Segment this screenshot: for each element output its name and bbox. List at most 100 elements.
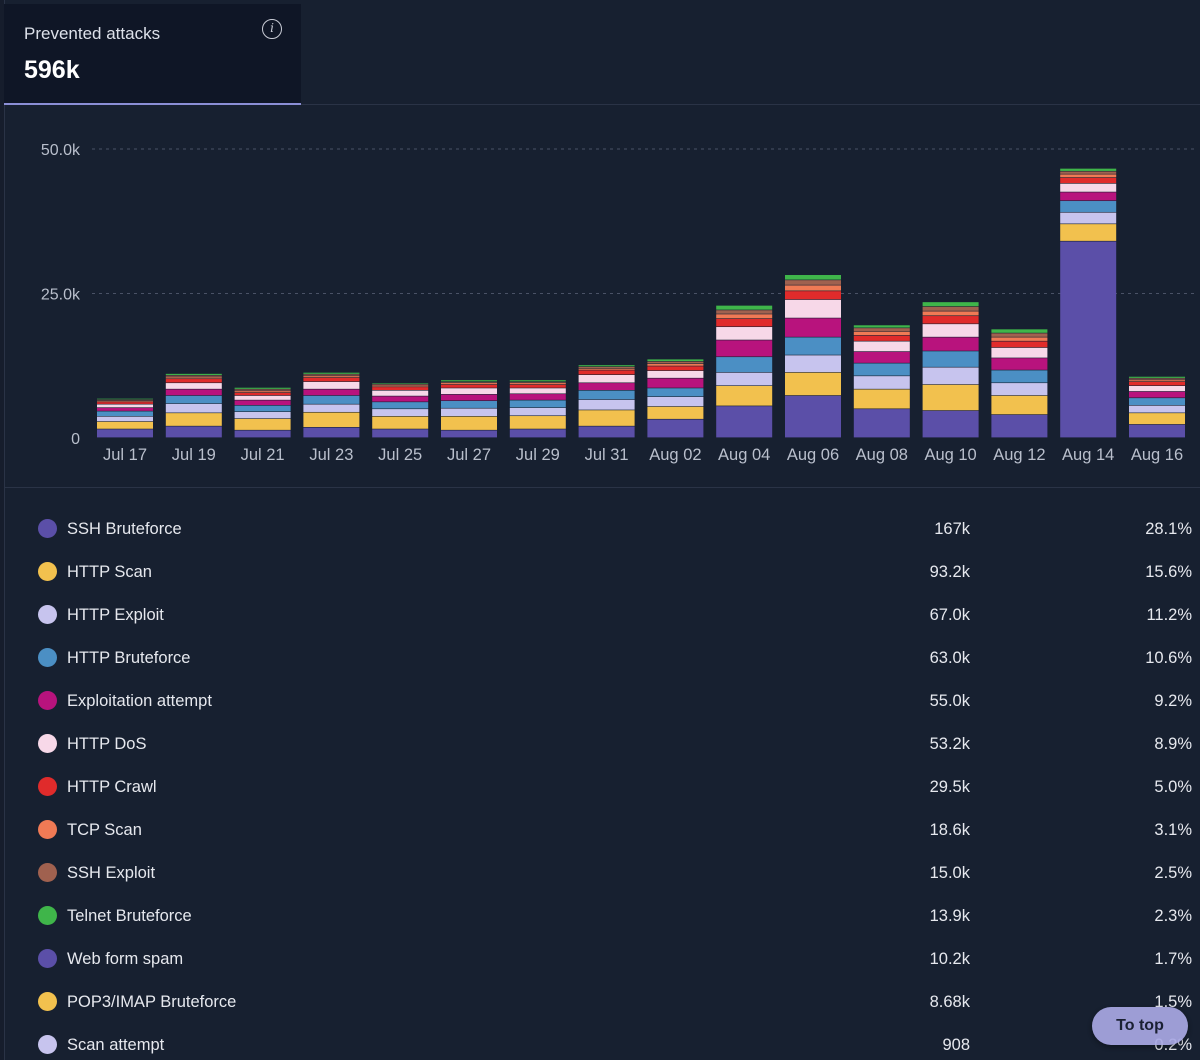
bar-segment-9-4 [716,340,773,357]
bar-segment-10-8 [785,280,841,285]
bar-segment-13-9 [991,329,1048,333]
y-tick-label-0: 0 [71,431,80,448]
bar-segment-11-6 [853,335,910,341]
bar-segment-3-3 [303,395,360,404]
bar-segment-12-4 [922,337,979,351]
bar-segment-8-4 [647,378,704,388]
bar-segment-15-5 [1129,385,1185,392]
bar-segment-9-6 [716,318,773,327]
bar-segment-5-5 [441,388,497,395]
bar-segment-13-2 [991,383,1048,396]
bar-segment-13-8 [991,333,1048,337]
bar-segment-3-2 [303,404,360,412]
legend-row[interactable]: Scan attempt 908 0.2% [0,1024,1200,1060]
bar-segment-8-3 [647,388,704,397]
legend-row[interactable]: HTTP DoS 53.2k 8.9% [0,723,1200,766]
stat-value: 596k [24,56,80,84]
bar-segment-14-1 [1060,224,1117,241]
bar-segment-7-1 [578,410,635,426]
legend-percent: 9.2% [1154,692,1192,710]
bar-segment-11-0 [853,409,910,438]
legend-row[interactable]: HTTP Crawl 29.5k 5.0% [0,766,1200,809]
legend-row[interactable]: TCP Scan 18.6k 3.1% [0,809,1200,852]
bar-segment-12-6 [922,316,979,324]
bar-segment-5-6 [441,384,497,388]
legend-row[interactable]: Exploitation attempt 55.0k 9.2% [0,680,1200,723]
bar-segment-11-3 [853,363,910,376]
legend-percent: 15.6% [1145,563,1192,581]
legend-percent: 2.3% [1154,907,1192,925]
bar-segment-3-9 [303,372,360,374]
bar-segment-12-8 [922,306,979,311]
legend-name: Web form spam [67,950,184,968]
bar-segment-12-3 [922,351,979,367]
legend-name: Exploitation attempt [67,692,212,710]
x-tick-label-0: Jul 17 [103,446,147,464]
legend-row[interactable]: HTTP Bruteforce 63.0k 10.6% [0,637,1200,680]
bar-segment-1-4 [165,389,222,396]
bar-segment-1-6 [165,379,222,383]
bar-segment-2-4 [234,400,291,406]
legend-name: HTTP DoS [67,735,147,753]
bar-segment-13-7 [991,337,1048,341]
bar-segment-3-8 [303,374,360,376]
bar-segment-8-2 [647,396,704,407]
legend-name: POP3/IMAP Bruteforce [67,993,237,1011]
to-top-button[interactable]: To top [1092,1007,1188,1045]
bar-segment-6-7 [509,383,566,385]
legend-percent: 1.7% [1154,950,1192,968]
dashboard-panel [4,0,1200,1060]
bar-segment-8-0 [647,419,704,438]
legend-color-dot [38,949,57,968]
legend-row[interactable]: HTTP Scan 93.2k 15.6% [0,551,1200,594]
bar-segment-13-1 [991,395,1048,415]
x-tick-label-15: Aug 16 [1131,446,1183,464]
bar-segment-5-4 [441,394,497,401]
legend-row[interactable]: Web form spam 10.2k 1.7% [0,938,1200,981]
bar-segment-7-9 [578,365,635,367]
legend-row[interactable]: POP3/IMAP Bruteforce 8.68k 1.5% [0,981,1200,1024]
legend-row[interactable]: Telnet Bruteforce 13.9k 2.3% [0,895,1200,938]
x-tick-label-14: Aug 14 [1062,446,1114,464]
bar-segment-7-8 [578,366,635,369]
bar-segment-3-7 [303,376,360,378]
legend-percent: 10.6% [1145,649,1192,667]
info-icon[interactable]: i [262,19,282,39]
x-tick-label-9: Aug 04 [718,446,770,464]
bar-segment-15-3 [1129,398,1185,406]
x-tick-label-6: Jul 29 [516,446,560,464]
bar-segment-14-0 [1060,241,1117,438]
y-tick-label-1: 25.0k [41,287,81,304]
bar-segment-10-1 [785,372,841,396]
legend-row[interactable]: SSH Bruteforce 167k 28.1% [0,508,1200,551]
bar-segment-14-7 [1060,174,1117,178]
bar-segment-13-0 [991,414,1048,438]
bar-segment-4-4 [372,396,429,402]
legend-color-dot [38,906,57,925]
bar-segment-4-2 [372,409,429,417]
x-tick-label-10: Aug 06 [787,446,839,464]
header-divider [301,104,1200,105]
bar-segment-10-7 [785,285,841,291]
legend-row[interactable]: HTTP Exploit 67.0k 11.2% [0,594,1200,637]
stat-label: Prevented attacks [24,24,161,43]
x-tick-label-4: Jul 25 [378,446,422,464]
bar-segment-6-5 [509,388,566,394]
bar-segment-6-9 [509,380,566,382]
bar-segment-11-4 [853,351,910,363]
bar-segment-4-7 [372,385,429,387]
bar-segment-0-4 [97,407,153,411]
bar-segment-7-4 [578,383,635,391]
prevented-attacks-card[interactable]: Prevented attacks i 596k [4,4,301,105]
bar-segment-9-3 [716,357,773,373]
bar-segment-15-7 [1129,380,1185,382]
bar-segment-6-0 [509,429,566,438]
bar-segment-10-4 [785,318,841,337]
bar-segment-0-1 [97,421,153,429]
legend-value: 63.0k [929,649,970,667]
bar-segment-11-9 [853,325,910,328]
bar-segment-4-0 [372,429,429,438]
legend-row[interactable]: SSH Exploit 15.0k 2.5% [0,852,1200,895]
legend-value: 18.6k [929,821,970,839]
bar-segment-8-5 [647,370,704,378]
